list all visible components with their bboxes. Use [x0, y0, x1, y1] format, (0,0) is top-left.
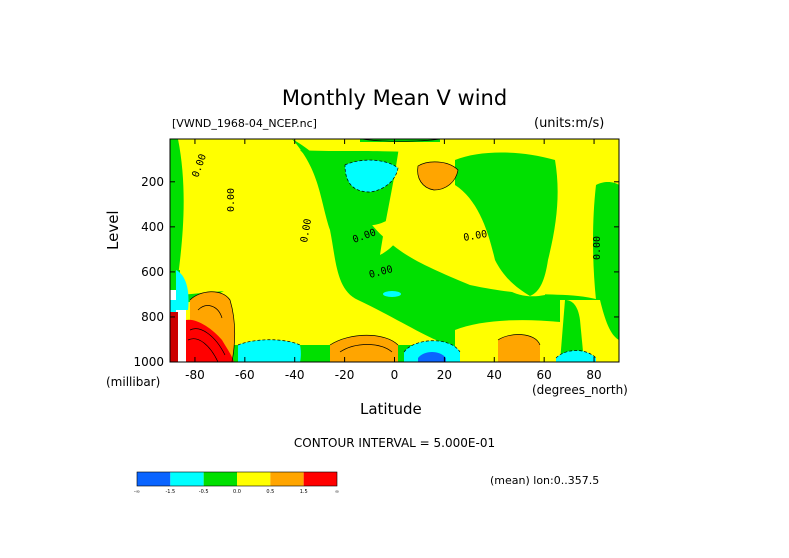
colorbar-tick-label: 0.0: [233, 489, 241, 495]
source-label: [VWND_1968-04_NCEP.nc]: [172, 117, 317, 130]
contour-line: [329, 335, 399, 346]
colorbar-tick-label: 1.5: [300, 489, 308, 495]
field-top-noise: [360, 139, 440, 142]
contour-label: 0.00: [463, 229, 489, 244]
x-tick-label: -60: [235, 368, 255, 382]
x-tick-label: 80: [586, 368, 601, 382]
y-tick-label: 800: [141, 310, 164, 324]
colorbar-swatch: [237, 472, 271, 486]
x-tick-label: -40: [285, 368, 305, 382]
units-label: (units:m/s): [534, 116, 605, 131]
colorbar-swatch: [303, 472, 337, 486]
contour-line: [237, 339, 301, 346]
y-tick-label: 1000: [133, 355, 164, 369]
colorbar-frame: [136, 471, 338, 487]
field-orange-top: [417, 161, 458, 190]
field-orange-bottom-right: [498, 334, 540, 362]
contour-line: [361, 139, 441, 142]
x-tick-label: 0: [391, 368, 399, 382]
contour-lines: [187, 139, 597, 362]
y-tick-label: 600: [141, 265, 164, 279]
contour-line: [555, 350, 597, 359]
contour-line: [187, 338, 219, 362]
contour-interval: CONTOUR INTERVAL = 5.000E-01: [293, 436, 496, 450]
field-yellow-left: [178, 139, 242, 295]
field-blue-bottom: [418, 352, 446, 362]
contour-label: 0.00: [226, 188, 237, 212]
colorbar-swatch: [203, 472, 237, 486]
field-orange-bottom: [330, 335, 398, 362]
x-tick-label: 60: [537, 368, 552, 382]
colorbar-swatch: [137, 472, 171, 486]
contour-line: [189, 328, 226, 356]
chart-title: Monthly Mean V wind: [281, 86, 508, 110]
contour-label: 0.00: [299, 218, 314, 244]
axis-ticks: [170, 139, 619, 363]
colorbar-tick-label: ∞: [335, 489, 339, 495]
colorbar-tick-label: -1.5: [165, 489, 175, 495]
x-tick-label: 40: [487, 368, 502, 382]
tick-labels: -80 -60 -40 -20 0 20 40 60 80 200 400 600 800 1000: [133, 175, 601, 382]
mean-note: (mean) lon:0..357.5: [490, 474, 600, 487]
colorbar-tick-label: -∞: [134, 489, 140, 495]
x-tick-label: 20: [437, 368, 452, 382]
x-tick-label: -20: [335, 368, 355, 382]
colorbar-tick-label: 0.5: [266, 489, 274, 495]
field-red-left: [186, 319, 234, 362]
contour-label: 0.00: [592, 236, 603, 260]
contour-line: [403, 340, 461, 353]
contour-line: [344, 159, 399, 193]
contour-line: [197, 305, 223, 319]
contour-line: [189, 291, 236, 362]
y-tick-label: 400: [141, 220, 164, 234]
colorbar: -∞ -1.5 -0.5 0.0 0.5 1.5 ∞: [134, 471, 339, 495]
field-cyan-bottom: [404, 340, 460, 362]
field-cyan-mid: [383, 291, 401, 297]
x-axis-label: Latitude: [360, 400, 422, 418]
field-green-right: [455, 152, 558, 296]
field-cyan-top: [345, 160, 398, 192]
field-green-lower-right: [560, 300, 584, 362]
colorbar-swatch: [170, 472, 204, 486]
field-cyan-left: [176, 270, 189, 310]
y-axis-label: Level: [104, 210, 122, 250]
x-tick-label: -80: [185, 368, 205, 382]
y-axis-units: (millibar): [106, 375, 161, 389]
contour-line: [417, 161, 459, 191]
x-axis-units: (degrees_north): [532, 383, 628, 397]
colorbar-tick-label: -0.5: [199, 489, 209, 495]
contour-line: [339, 344, 393, 353]
contour-line: [497, 334, 541, 346]
field-green-left: [170, 139, 184, 300]
field-darkred-edge: [170, 312, 178, 362]
field-cyan-bottom-right: [556, 350, 596, 362]
colorbar-swatch: [270, 472, 304, 486]
y-tick-label: 200: [141, 175, 164, 189]
contour-field: [170, 139, 619, 362]
field-cyan-bottom-left: [238, 339, 301, 362]
